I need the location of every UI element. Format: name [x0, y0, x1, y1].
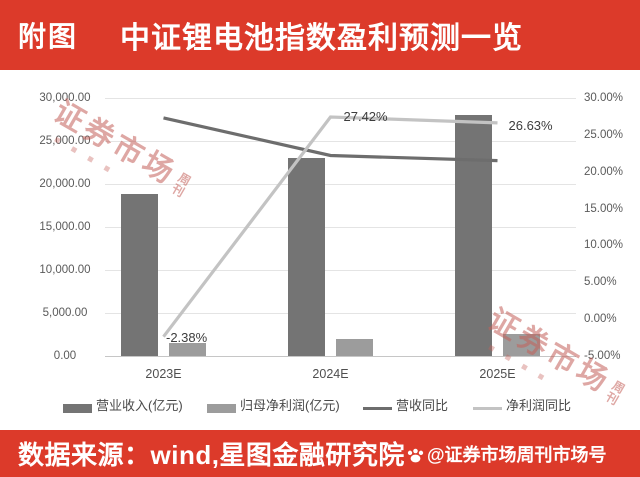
watermark-subtext: 周 刊: [169, 170, 194, 200]
gridline: [105, 313, 576, 314]
right-axis-tick: 10.00%: [584, 239, 624, 252]
gridline: [105, 227, 576, 228]
right-axis-tick: 5.00%: [584, 276, 617, 289]
right-axis-tick: -5.00%: [584, 350, 621, 362]
gridline: [105, 98, 576, 99]
bar-net_profit-2023E: [169, 343, 206, 356]
x-axis-line: [105, 356, 576, 357]
legend-swatch-revenue-bar: [63, 404, 92, 413]
bar-revenue-2023E: [121, 193, 158, 356]
left-axis-tick: 15,000.00: [39, 221, 91, 233]
legend-label-revenue_yoy: 营收同比: [396, 398, 449, 413]
x-axis-label: 2024E: [312, 367, 349, 381]
right-axis-tick: 30.00%: [584, 92, 624, 104]
gridline: [105, 270, 576, 271]
page-title: 中证锂电池指数盈利预测一览: [120, 22, 524, 55]
left-axis-tick: 5,000.00: [42, 307, 88, 319]
legend-swatch-revenue_yoy-line: [363, 407, 392, 410]
bar-revenue-2024E: [288, 158, 325, 356]
right-axis-tick: 15.00%: [584, 202, 624, 215]
x-axis-label: 2025E: [479, 367, 516, 381]
data-source-text: 数据来源：wind,星图金融研究院: [18, 440, 405, 470]
right-axis-tick: 0.00%: [584, 313, 617, 326]
legend-label-net_profit: 归母净利润(亿元): [240, 398, 340, 413]
gridline: [105, 141, 576, 142]
data-label-net_profit_yoy-2025E: 26.63%: [508, 117, 553, 133]
watermark-stamp: 证券市场 周 刊: [42, 95, 196, 210]
bar-revenue-2025E: [455, 115, 492, 356]
data-label-net_profit_yoy-2023E: -2.38%: [166, 329, 208, 345]
bar-net_profit-2025E: [503, 334, 540, 356]
legend-label-revenue: 营业收入(亿元): [96, 398, 183, 413]
watermark-subtext: 周 刊: [603, 378, 628, 408]
header-prefix: 附图: [18, 21, 79, 52]
header-banner: 附图 中证锂电池指数盈利预测一览: [0, 0, 640, 70]
left-axis-tick: 25,000.00: [39, 135, 91, 147]
left-axis-tick: 30,000.00: [39, 92, 91, 104]
legend-label-net_profit_yoy: 净利润同比: [506, 398, 572, 413]
gridline: [105, 184, 576, 185]
left-axis-tick: 10,000.00: [39, 264, 91, 276]
account-handle-text: @证券市场周刊市场号: [426, 444, 607, 465]
left-axis-tick: 20,000.00: [39, 178, 91, 190]
line-revenue_yoy: [163, 116, 498, 163]
left-axis-tick: 0.00: [53, 350, 77, 362]
bar-net_profit-2024E: [336, 338, 373, 356]
x-axis-label: 2023E: [145, 367, 182, 381]
legend-swatch-net_profit-bar: [207, 404, 236, 413]
right-axis-tick: 20.00%: [584, 165, 624, 178]
legend-swatch-net_profit_yoy-line: [473, 407, 502, 410]
data-label-net_profit_yoy-2024E: 27.42%: [343, 109, 388, 125]
right-axis-tick: 25.00%: [584, 128, 624, 141]
paw-icon: [407, 448, 424, 463]
footer-banner: 数据来源：wind,星图金融研究院 @证券市场周刊市场号: [0, 430, 640, 477]
